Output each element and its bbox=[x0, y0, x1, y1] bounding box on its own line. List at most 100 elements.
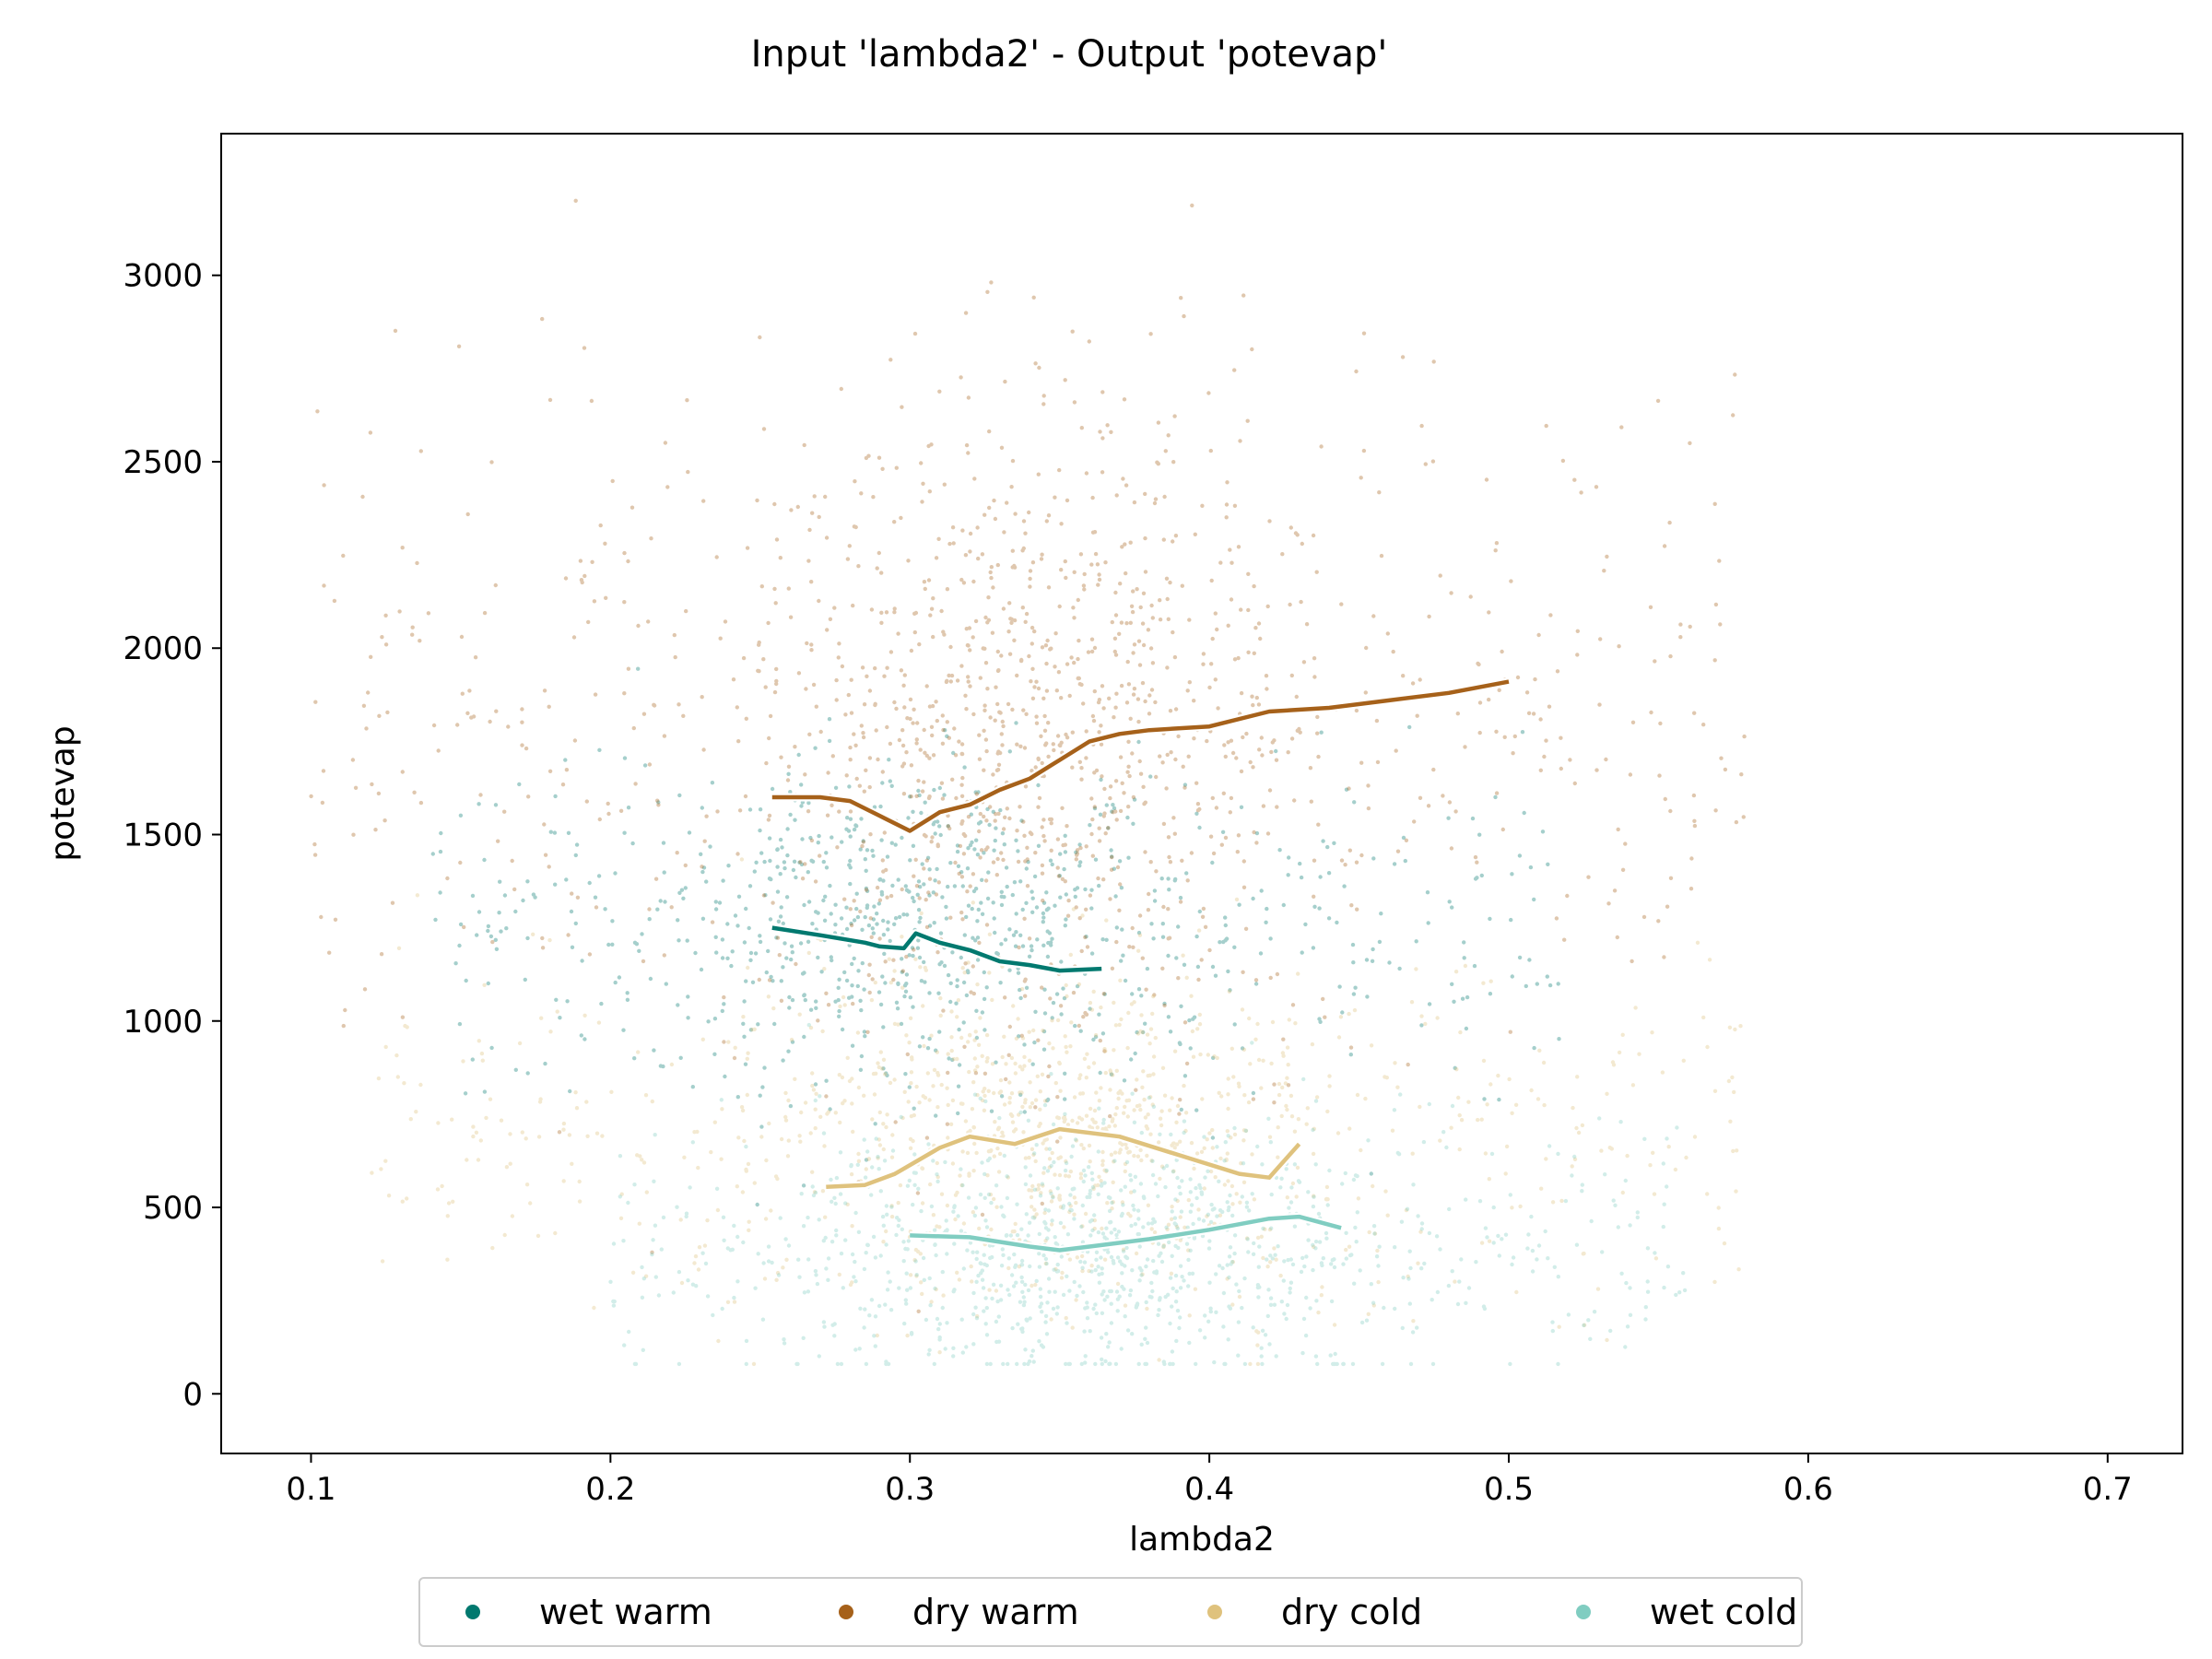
scatter-point bbox=[1101, 877, 1106, 882]
scatter-point bbox=[565, 999, 570, 1004]
scatter-point bbox=[1132, 1153, 1136, 1159]
scatter-point bbox=[991, 585, 995, 590]
scatter-point bbox=[897, 914, 902, 920]
scatter-point bbox=[630, 841, 635, 846]
scatter-point bbox=[805, 641, 809, 646]
scatter-point bbox=[1058, 1205, 1064, 1209]
scatter-point bbox=[1217, 1090, 1221, 1096]
scatter-point bbox=[829, 1177, 833, 1182]
scatter-point bbox=[1174, 1120, 1179, 1125]
scatter-point bbox=[1300, 1350, 1305, 1356]
scatter-point bbox=[871, 917, 877, 922]
scatter-point bbox=[1091, 1186, 1096, 1192]
scatter-point bbox=[1256, 702, 1262, 707]
scatter-point bbox=[1194, 1151, 1200, 1156]
scatter-point bbox=[1635, 1210, 1641, 1215]
scatter-point bbox=[1127, 945, 1132, 949]
scatter-point bbox=[540, 316, 545, 322]
scatter-point bbox=[867, 990, 872, 995]
scatter-point bbox=[937, 785, 942, 791]
scatter-point bbox=[739, 857, 745, 862]
scatter-point bbox=[1224, 936, 1230, 941]
scatter-point bbox=[1156, 1241, 1161, 1246]
scatter-point bbox=[488, 719, 492, 724]
scatter-point bbox=[1110, 854, 1114, 859]
scatter-series-dry-cold bbox=[370, 857, 1743, 1367]
y-tick-label: 500 bbox=[143, 1190, 203, 1227]
scatter-point bbox=[439, 830, 443, 836]
scatter-point bbox=[1154, 774, 1159, 780]
scatter-point bbox=[383, 642, 389, 647]
scatter-point bbox=[923, 1095, 928, 1100]
scatter-point bbox=[725, 956, 730, 961]
scatter-point bbox=[875, 885, 880, 890]
scatter-point bbox=[1127, 1149, 1133, 1155]
scatter-point bbox=[1473, 854, 1478, 860]
scatter-point bbox=[1004, 1233, 1009, 1238]
scatter-point bbox=[1658, 721, 1663, 726]
scatter-point bbox=[643, 1093, 649, 1098]
scatter-point bbox=[1000, 719, 1006, 724]
scatter-point bbox=[1089, 1218, 1095, 1223]
scatter-point bbox=[1033, 1282, 1038, 1288]
scatter-point bbox=[712, 1120, 717, 1124]
scatter-point bbox=[1060, 877, 1065, 881]
scatter-point bbox=[1239, 690, 1244, 696]
scatter-point bbox=[1039, 1191, 1043, 1195]
scatter-point bbox=[971, 935, 975, 940]
scatter-point bbox=[945, 587, 950, 592]
scatter-point bbox=[915, 946, 921, 950]
scatter-point bbox=[1112, 806, 1117, 811]
scatter-point bbox=[1089, 649, 1095, 654]
scatter-point bbox=[1656, 919, 1661, 924]
scatter-point bbox=[974, 792, 980, 796]
scatter-point bbox=[1304, 1122, 1309, 1126]
scatter-point bbox=[647, 907, 652, 912]
scatter-point bbox=[904, 1033, 909, 1038]
scatter-point bbox=[1592, 1310, 1597, 1314]
scatter-point bbox=[977, 733, 982, 737]
scatter-point bbox=[855, 1030, 861, 1035]
scatter-point bbox=[1168, 709, 1173, 713]
scatter-point bbox=[823, 1235, 828, 1241]
scatter-point bbox=[1139, 1268, 1144, 1273]
scatter-point bbox=[1189, 994, 1194, 998]
scatter-point bbox=[1068, 952, 1074, 958]
scatter-point bbox=[1285, 1076, 1289, 1080]
scatter-point bbox=[834, 1233, 839, 1238]
scatter-point bbox=[1127, 1293, 1133, 1298]
scatter-point bbox=[1054, 1269, 1060, 1274]
scatter-point bbox=[1431, 359, 1436, 364]
scatter-point bbox=[587, 880, 592, 886]
scatter-point bbox=[1152, 899, 1158, 903]
scatter-point bbox=[1190, 1271, 1195, 1277]
scatter-point bbox=[1286, 1257, 1290, 1263]
scatter-point bbox=[794, 1361, 799, 1367]
scatter-point bbox=[817, 1218, 821, 1222]
scatter-point bbox=[1018, 987, 1022, 993]
scatter-point bbox=[859, 817, 864, 821]
scatter-point bbox=[757, 977, 761, 982]
scatter-point bbox=[1327, 1074, 1332, 1078]
scatter-point bbox=[1418, 1104, 1422, 1110]
scatter-point bbox=[1663, 796, 1668, 802]
scatter-point bbox=[830, 754, 835, 759]
scatter-point bbox=[903, 1298, 908, 1302]
scatter-point bbox=[418, 639, 422, 643]
scatter-point bbox=[1057, 743, 1062, 747]
scatter-point bbox=[877, 550, 881, 556]
scatter-point bbox=[998, 750, 1003, 756]
scatter-point bbox=[870, 977, 875, 982]
scatter-point bbox=[1460, 996, 1465, 1001]
scatter-point bbox=[1078, 552, 1084, 557]
scatter-point bbox=[1255, 1235, 1261, 1241]
scatter-point bbox=[926, 890, 931, 895]
scatter-point bbox=[1143, 1336, 1147, 1342]
scatter-point bbox=[912, 899, 916, 904]
scatter-point bbox=[1078, 845, 1083, 851]
scatter-point bbox=[973, 1305, 978, 1310]
scatter-point bbox=[1270, 740, 1276, 745]
scatter-point bbox=[1149, 1221, 1155, 1226]
scatter-point bbox=[1179, 1209, 1184, 1214]
scatter-point bbox=[1355, 1092, 1360, 1098]
